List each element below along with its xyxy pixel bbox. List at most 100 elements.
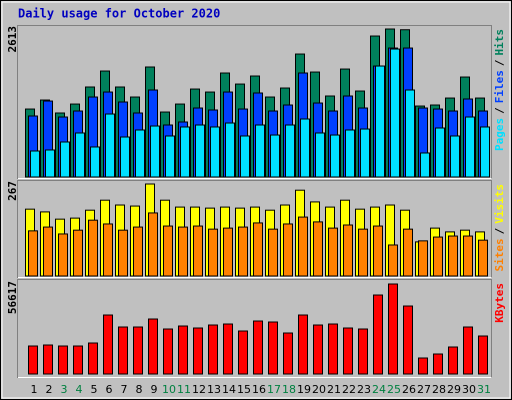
bar: [148, 212, 158, 277]
bar: [30, 150, 40, 178]
bar: [403, 228, 413, 277]
bar: [435, 127, 445, 178]
bar: [465, 116, 475, 178]
bar: [163, 225, 173, 277]
bar: [255, 124, 265, 178]
legend: KBytes: [493, 283, 506, 323]
x-tick-label: 18: [282, 383, 296, 396]
bar: [298, 314, 308, 375]
bar: [105, 113, 115, 178]
bar: [88, 219, 98, 277]
bar: [418, 240, 428, 277]
bar: [45, 149, 55, 178]
bar: [478, 239, 488, 277]
bar: [313, 221, 323, 277]
bar: [28, 230, 38, 277]
legend: Pages / Files / Hits: [493, 29, 506, 151]
bar: [420, 152, 430, 178]
bar: [283, 223, 293, 277]
x-tick-label: 29: [447, 383, 461, 396]
bar: [343, 327, 353, 375]
bar: [225, 122, 235, 178]
x-tick-label: 30: [462, 383, 476, 396]
bar: [418, 357, 428, 375]
bar: [328, 227, 338, 277]
legend-entry: KBytes: [493, 283, 506, 323]
legend-separator: /: [493, 107, 506, 114]
bar: [208, 324, 218, 375]
bar: [478, 335, 488, 375]
bar: [375, 65, 385, 178]
bar: [133, 226, 143, 277]
bar: [238, 330, 248, 375]
x-tick-label: 3: [61, 383, 68, 396]
legend-entry: Pages: [493, 118, 506, 151]
bar: [90, 146, 100, 178]
x-tick-label: 13: [207, 383, 221, 396]
x-tick-label: 17: [267, 383, 281, 396]
bar: [448, 346, 458, 375]
y-tick-label: 267: [6, 181, 19, 201]
x-tick-label: 1: [31, 383, 38, 396]
bar: [463, 235, 473, 277]
bar: [208, 228, 218, 277]
bar: [58, 345, 68, 375]
bar: [405, 89, 415, 178]
bar: [148, 318, 158, 375]
x-tick-label: 11: [177, 383, 191, 396]
x-tick-label: 24: [372, 383, 386, 396]
bar: [388, 283, 398, 375]
x-tick-label: 26: [402, 383, 416, 396]
legend-entry: Files: [493, 70, 506, 103]
x-tick-label: 21: [327, 383, 341, 396]
x-tick-label: 5: [91, 383, 98, 396]
bar: [388, 244, 398, 277]
bar: [313, 324, 323, 375]
bar: [58, 233, 68, 277]
x-tick-label: 15: [237, 383, 251, 396]
x-tick-label: 16: [252, 383, 266, 396]
bar: [403, 305, 413, 375]
bar: [103, 314, 113, 375]
bar: [223, 323, 233, 375]
bar: [60, 141, 70, 178]
bar: [373, 225, 383, 277]
bar: [343, 224, 353, 277]
bar: [253, 222, 263, 277]
bar: [150, 125, 160, 178]
x-tick-label: 27: [417, 383, 431, 396]
bar: [118, 229, 128, 277]
bar: [315, 132, 325, 178]
bar: [195, 124, 205, 178]
bar: [165, 135, 175, 178]
x-tick-label: 25: [387, 383, 401, 396]
bar: [450, 135, 460, 178]
x-tick-label: 31: [477, 383, 491, 396]
bar: [433, 236, 443, 277]
chart-title: Daily usage for October 2020: [18, 7, 220, 21]
x-tick-label: 20: [312, 383, 326, 396]
bar: [463, 326, 473, 375]
bar: [133, 326, 143, 375]
x-tick-label: 14: [222, 383, 236, 396]
bar: [270, 134, 280, 178]
bar: [345, 129, 355, 178]
bar: [238, 226, 248, 277]
bar: [330, 134, 340, 178]
x-tick-label: 8: [136, 383, 143, 396]
x-tick-label: 4: [76, 383, 83, 396]
bar: [73, 345, 83, 375]
x-tick-label: 12: [192, 383, 206, 396]
x-tick-label: 22: [342, 383, 356, 396]
legend: Sites / Visits: [493, 184, 506, 272]
bar: [268, 228, 278, 277]
y-tick-label: 56617: [6, 281, 19, 314]
bar: [163, 328, 173, 375]
bar: [73, 229, 83, 277]
bar: [285, 124, 295, 178]
bar: [178, 325, 188, 375]
bar: [88, 342, 98, 375]
bar: [268, 321, 278, 375]
